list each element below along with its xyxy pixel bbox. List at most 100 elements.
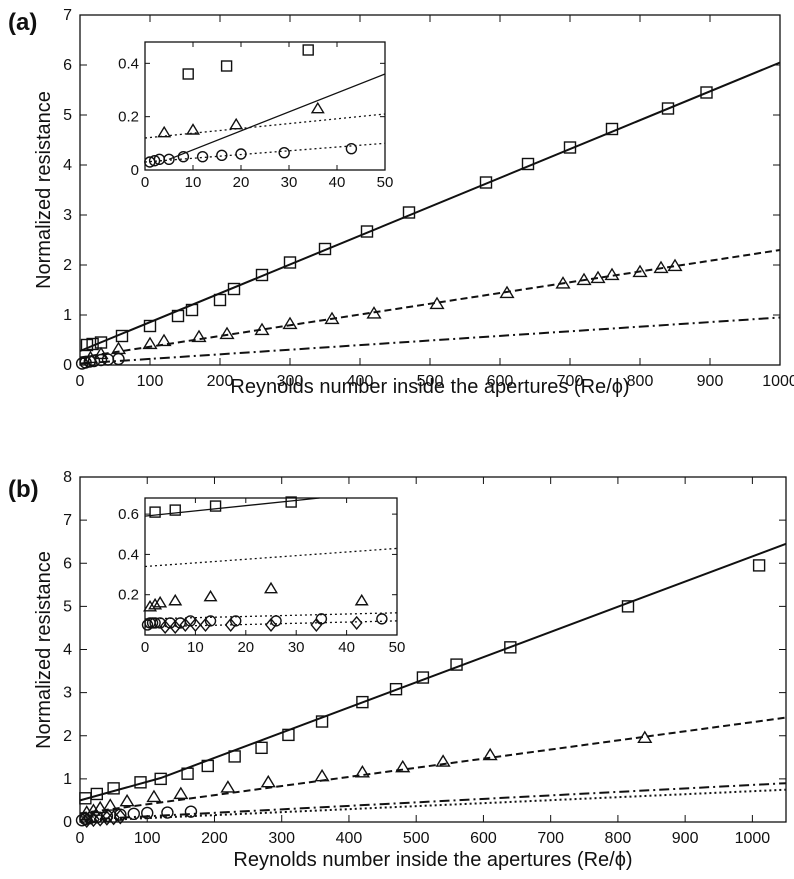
panel-b-inset-point-diamond (310, 617, 323, 633)
panel-b-inset-xtick-label: 50 (389, 639, 406, 656)
panel-a-inset-xtick-label: 30 (281, 174, 298, 191)
panel-b-inset-point-square (149, 506, 161, 518)
panel-a-point-square (661, 102, 675, 115)
panel-b-point-square (416, 671, 430, 684)
panel-b-point-triangle (85, 803, 102, 816)
panel-a-inset-ytick-label: 0.2 (118, 109, 139, 126)
panel-a-point-square (185, 303, 199, 317)
panel-b-point-diamond (93, 811, 107, 827)
panel-a-inset-point-circle (216, 149, 228, 162)
panel-b-point-diamond (87, 811, 100, 828)
panel-a-point-square (171, 309, 185, 323)
panel-b-inset-point-diamond (224, 617, 237, 633)
panel-b-inset-point-square (169, 504, 181, 516)
panel-b-xtick-label: 900 (672, 830, 699, 847)
panel-a-label: (a) (8, 9, 37, 36)
panel-b-inset-point-triangle (264, 581, 278, 594)
panel-a-ytick-label: 4 (63, 157, 72, 174)
panel-a-xtick-label: 400 (347, 373, 374, 390)
panel-a-point-triangle (366, 306, 382, 319)
panel-a-ytick-label: 6 (63, 57, 72, 74)
panel-b-point-square (255, 741, 268, 755)
panel-b-xtick-label: 0 (76, 830, 85, 847)
panel-a-inset: 0 10 20 30 40 50 0 0.2 0.4 (118, 41, 393, 191)
panel-b-inset-point-triangle (203, 589, 218, 602)
panel-a-ytick-label: 5 (63, 107, 72, 124)
panel-b-ytick-label: 0 (63, 814, 72, 831)
panel-a-point-triangle (555, 276, 571, 289)
panel-b-fit-line-circle (79, 782, 787, 821)
panel-a-inset-xtick-label: 10 (185, 174, 202, 191)
panel-a-xtick-label: 100 (137, 373, 164, 390)
panel-a-point-triangle (282, 316, 298, 330)
panel-a-inset-point-circle (177, 150, 190, 163)
panel-a-point-triangle (429, 296, 445, 310)
panel-b-xtick-label: 200 (201, 830, 228, 847)
panel-b-point-triangle (314, 768, 330, 782)
panel-b-inset-point-diamond (265, 617, 277, 633)
panel-b-point-square (201, 759, 214, 773)
panel-b-inset-point-triangle (143, 599, 158, 612)
panel-b-ylabel: Normalized resistance (33, 551, 55, 749)
panel-a-inset-fit-line-square (168, 73, 386, 160)
panel-b-inset-xtick-label: 30 (288, 639, 305, 656)
panel-b-inset-xtick-label: 20 (237, 639, 254, 656)
panel-a-fit-line-triangle (79, 249, 781, 359)
panel-b-fit-line-square (79, 542, 787, 802)
panel-a-inset-fit-line-triangle (144, 113, 386, 139)
panel-a-xtick-label: 300 (277, 373, 304, 390)
panel-b-point-square (134, 776, 147, 789)
panel-b-point-triangle (260, 774, 276, 788)
panel-b-point-square (107, 782, 120, 795)
panel-b-inset-point-circle (141, 619, 154, 631)
panel-b-point-circle (127, 807, 140, 821)
panel-b-inset-fit-line-triangle (144, 547, 398, 568)
panel-b-inset-ytick-label: 0.4 (118, 546, 139, 563)
panel-b-ytick-label: 1 (63, 771, 72, 788)
panel-a-xtick-label: 0 (76, 373, 85, 390)
panel-b-point-triangle (220, 780, 236, 793)
panel-a-xtick-label: 500 (417, 373, 444, 390)
panel-a-point-square (360, 225, 374, 238)
panel-b-inset-xtick-label: 0 (141, 639, 149, 656)
panel-b-ytick-label: 5 (63, 598, 72, 615)
panel-a-point-square (115, 329, 129, 343)
panel-b-ytick-label: 8 (63, 469, 72, 486)
panel-a-inset-ytick-label: 0 (131, 162, 139, 179)
panel-a-point-circle (87, 354, 101, 368)
panel-b-point-diamond (107, 809, 121, 826)
panel-a-point-triangle (667, 258, 683, 272)
panel-a-point-square (402, 206, 416, 219)
panel-b-point-circle (184, 805, 198, 818)
panel-b-inset-point-square (209, 500, 222, 512)
panel-a-xtick-label: 200 (207, 373, 234, 390)
panel-b-inset-fit-line-diamond (144, 620, 398, 628)
panel-a-ytick-label: 2 (63, 257, 72, 274)
panel-a-xtick-label: 800 (627, 373, 654, 390)
panel-a-point-square (479, 176, 493, 189)
panel-b-xtick-label: 500 (403, 830, 430, 847)
panel-b-point-triangle (119, 793, 135, 807)
panel-b-ytick-label: 3 (63, 685, 72, 702)
panel-a-inset-point-square (182, 68, 194, 80)
panel-b-inset: 0 10 20 30 40 50 0.2 0.4 0.6 (118, 496, 406, 656)
panel-a-inset-point-square (302, 44, 314, 56)
panel-a-inset-point-circle (163, 153, 175, 166)
panel-a-inset-point-circle (345, 142, 358, 155)
panel-a-point-triangle (254, 322, 270, 336)
panel-a-ytick-label: 7 (63, 7, 72, 24)
panel-b-point-diamond (113, 809, 127, 825)
panel-a-inset-point-circle (148, 154, 161, 167)
panel-b-point-triangle (102, 798, 118, 811)
panel-a-inset-fit-line-circle (144, 142, 386, 163)
panel-a-point-square (605, 122, 619, 136)
panel-b-fit-line-triangle (79, 716, 787, 815)
panel-a-point-circle (94, 353, 108, 367)
panel-b-xtick-label: 800 (605, 830, 632, 847)
panel-b-xtick-label: 600 (470, 830, 497, 847)
panel-b-inset-ytick-label: 0.2 (118, 587, 139, 604)
panel-a-point-square (318, 242, 332, 256)
panel-b-point-square (282, 728, 295, 742)
panel-a-point-square (213, 293, 227, 307)
